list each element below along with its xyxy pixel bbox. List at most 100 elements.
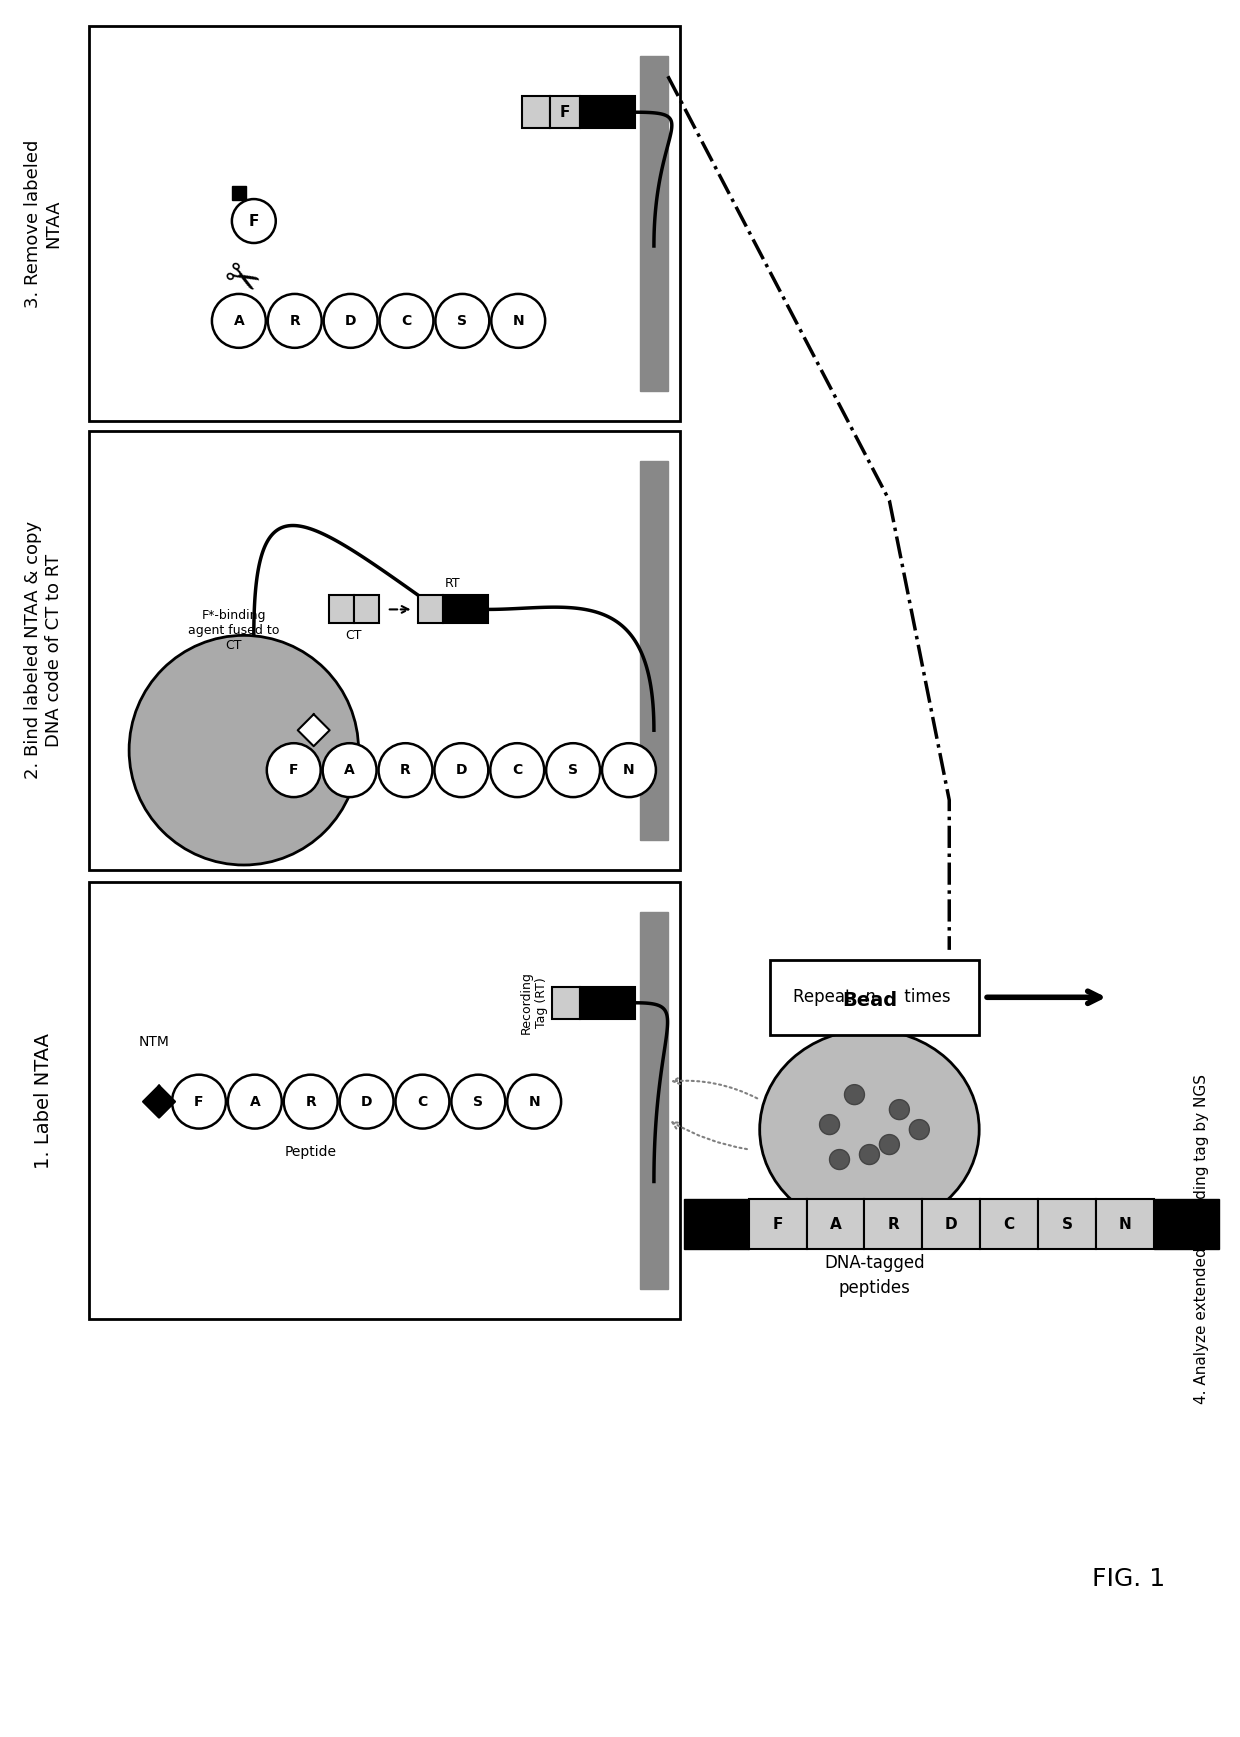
Text: S: S [1061,1218,1073,1232]
Ellipse shape [340,1075,393,1129]
Text: N: N [624,763,635,776]
Bar [749,1200,806,1249]
Polygon shape [298,714,330,747]
Text: N: N [512,314,525,328]
Ellipse shape [830,1150,849,1169]
Bar [923,1200,980,1249]
Ellipse shape [434,743,489,797]
Ellipse shape [451,1075,505,1129]
Bar [683,1200,749,1249]
Bar [551,96,580,129]
Ellipse shape [546,743,600,797]
Bar [1038,1200,1096,1249]
Ellipse shape [267,743,321,797]
Text: R: R [401,763,410,776]
Text: F: F [249,214,259,229]
Ellipse shape [889,1100,909,1120]
Ellipse shape [324,294,377,347]
Ellipse shape [129,636,358,865]
Text: n: n [864,988,874,1006]
Text: times: times [899,988,951,1006]
Text: F: F [560,104,570,120]
Bar [640,912,668,1289]
Text: S: S [458,314,467,328]
Text: D: D [361,1094,372,1108]
Bar [770,961,980,1035]
Bar [980,1200,1038,1249]
Bar [1153,1200,1219,1249]
Bar [806,1200,864,1249]
Text: A: A [233,314,244,328]
Bar [418,596,444,624]
Text: FIG. 1: FIG. 1 [1092,1567,1166,1591]
Text: F: F [195,1094,203,1108]
Bar [580,987,635,1020]
Text: 3. Remove labeled
NTAA: 3. Remove labeled NTAA [24,139,63,307]
Text: ✂: ✂ [216,254,267,307]
Text: Peptide: Peptide [285,1145,337,1159]
Ellipse shape [491,294,546,347]
Text: C: C [1003,1218,1014,1232]
Text: F: F [289,763,299,776]
Ellipse shape [284,1075,337,1129]
Ellipse shape [379,294,434,347]
Text: Recording
Tag (RT): Recording Tag (RT) [521,971,548,1034]
Ellipse shape [507,1075,562,1129]
Text: CT: CT [346,629,362,643]
Text: DNA-tagged: DNA-tagged [825,1254,925,1273]
Bar [552,987,580,1020]
Ellipse shape [268,294,321,347]
Ellipse shape [603,743,656,797]
Bar [580,96,635,129]
Ellipse shape [378,743,433,797]
Bar [232,186,246,200]
Bar [1096,1200,1153,1249]
Bar [353,596,378,624]
Text: C: C [418,1094,428,1108]
Text: R: R [289,314,300,328]
Ellipse shape [490,743,544,797]
Bar [329,596,353,624]
Ellipse shape [909,1120,929,1139]
Text: N: N [528,1094,539,1108]
Bar [864,1200,923,1249]
Ellipse shape [859,1145,879,1164]
Text: 2. Bind labeled NTAA & copy
DNA code of CT to RT: 2. Bind labeled NTAA & copy DNA code of … [24,521,63,780]
Bar [640,460,668,841]
Text: C: C [402,314,412,328]
Text: N: N [1118,1218,1131,1232]
Text: 1. Label NTAA: 1. Label NTAA [33,1032,53,1169]
Polygon shape [143,1086,175,1117]
Text: NTM: NTM [139,1035,170,1049]
Ellipse shape [232,200,275,243]
Bar [89,431,680,870]
Text: 4. Analyze extended Recording tag by NGS: 4. Analyze extended Recording tag by NGS [1194,1075,1209,1405]
Ellipse shape [435,294,490,347]
Text: F*-binding
agent fused to
CT: F*-binding agent fused to CT [188,610,279,651]
Text: S: S [474,1094,484,1108]
Ellipse shape [228,1075,281,1129]
Text: RT: RT [445,577,460,591]
Text: A: A [830,1218,842,1232]
Text: C: C [512,763,522,776]
Bar [522,96,551,129]
Text: A: A [249,1094,260,1108]
Ellipse shape [760,1030,980,1230]
Text: peptides: peptides [838,1280,910,1298]
Text: D: D [455,763,467,776]
Text: F: F [773,1218,782,1232]
Ellipse shape [212,294,265,347]
Bar [89,882,680,1320]
Ellipse shape [396,1075,449,1129]
Ellipse shape [172,1075,226,1129]
Text: D: D [345,314,356,328]
Ellipse shape [322,743,377,797]
Text: S: S [568,763,578,776]
Ellipse shape [844,1084,864,1105]
Ellipse shape [879,1134,899,1155]
Text: R: R [888,1218,899,1232]
Text: A: A [345,763,355,776]
Bar [640,56,668,391]
Ellipse shape [820,1115,839,1134]
Bar [444,596,489,624]
